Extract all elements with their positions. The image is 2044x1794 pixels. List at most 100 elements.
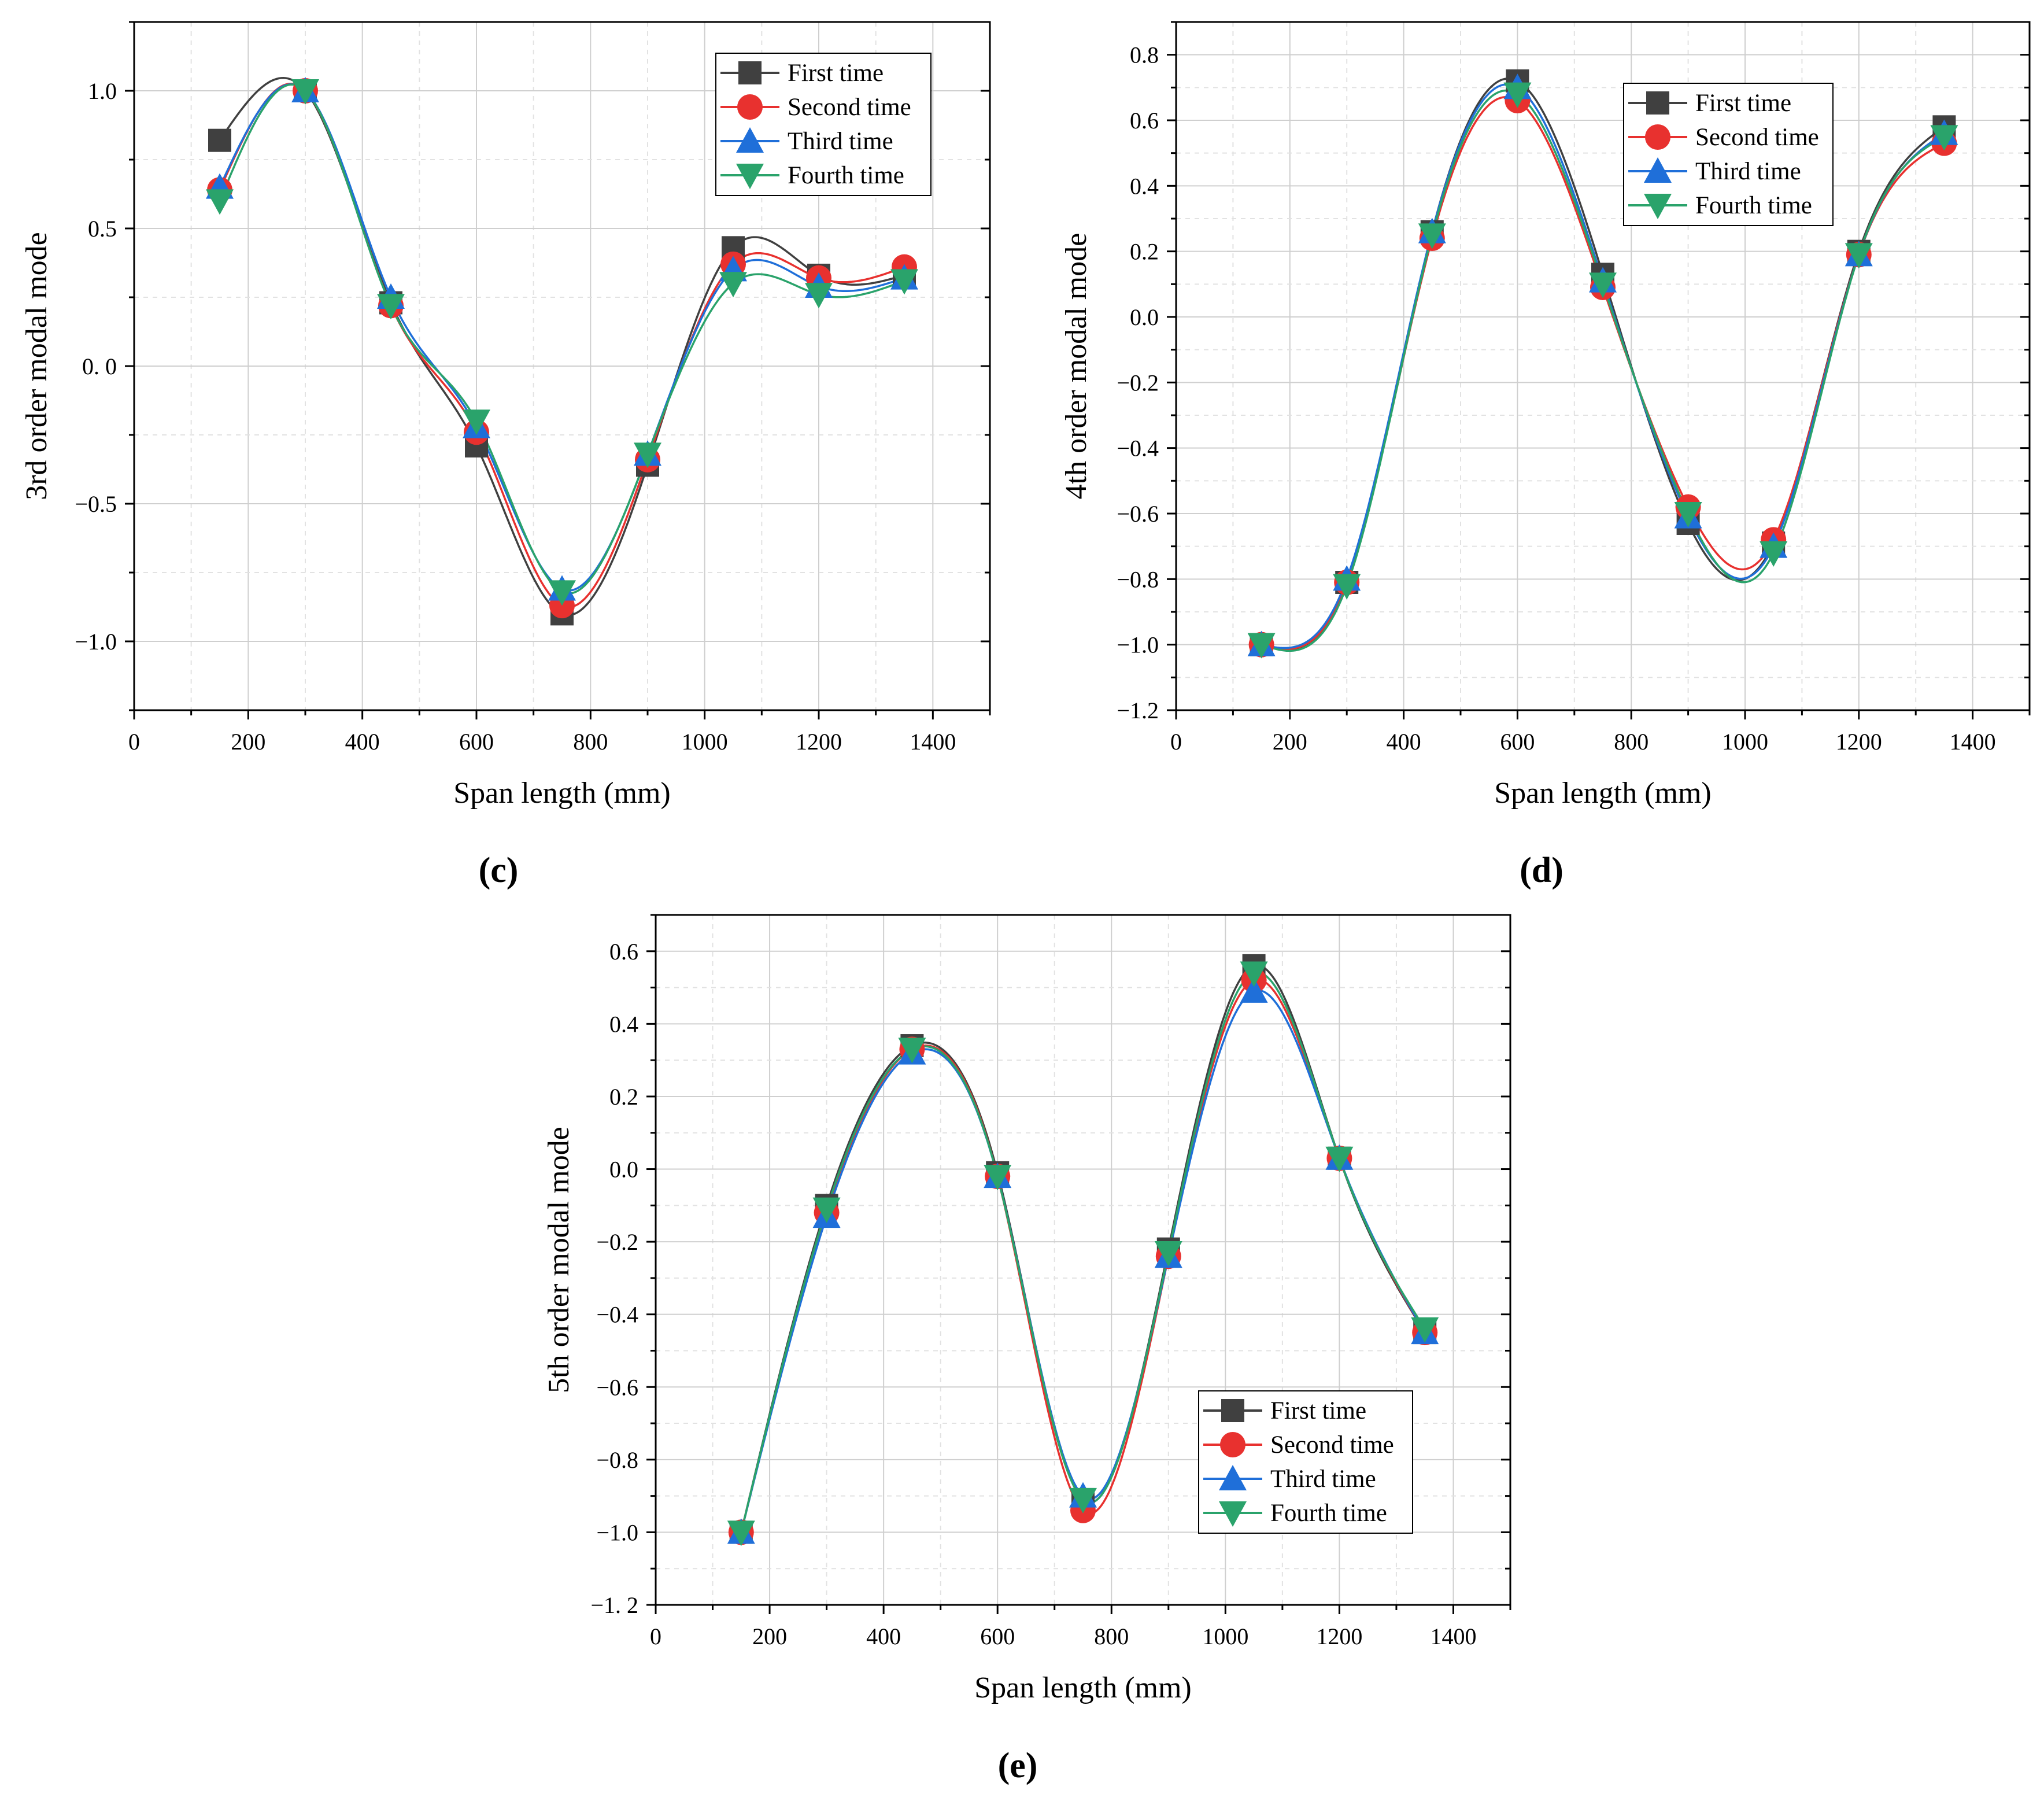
y-axis: −1. 2 −1.0 −0.8 −0.6 −0.4 −0.2 0.0 0.2 0.4 0.6 xyxy=(590,914,1510,1618)
legend-item: Third time xyxy=(1203,1465,1376,1493)
x-tick-label: 1400 xyxy=(1950,729,1996,755)
legend-label: First time xyxy=(1695,90,1791,117)
y-tick-label: −1. 2 xyxy=(590,1592,638,1618)
data-point xyxy=(812,1197,841,1223)
x-tick-label: 0 xyxy=(1170,729,1182,755)
y-tick-label: −0.2 xyxy=(1117,370,1159,396)
y-axis-title: 4th order modal mode xyxy=(1060,233,1093,500)
legend-item: Second time xyxy=(1203,1431,1394,1459)
legend-marker xyxy=(1646,91,1669,115)
chart-panel-2: 0 200 400 600 800 1000 1200 1400 −1.2 −1.0 −0.8 −0.… xyxy=(1060,21,2031,890)
data-point xyxy=(1240,961,1268,987)
panel-label: (c) xyxy=(479,851,519,890)
x-tick-label: 0 xyxy=(128,729,140,755)
data-point xyxy=(805,283,833,309)
legend-label: Second time xyxy=(1270,1431,1394,1459)
y-tick-label: 0.2 xyxy=(609,1084,638,1110)
series-markers-fourth-time xyxy=(1247,82,1958,659)
y-axis-title: 5th order modal mode xyxy=(542,1127,575,1393)
data-point xyxy=(898,1038,926,1064)
legend-item: Second time xyxy=(1628,124,1819,151)
x-tick-label: 800 xyxy=(1094,1623,1129,1649)
y-tick-label: 0.6 xyxy=(1130,108,1159,134)
legend-marker xyxy=(1644,194,1672,219)
series-markers-first-time xyxy=(1250,69,1956,656)
legend-item: Second time xyxy=(720,94,911,121)
data-point xyxy=(1589,272,1617,298)
y-tick-label: 1.0 xyxy=(88,78,117,104)
y-tick-label: −1.2 xyxy=(1117,697,1159,723)
data-point xyxy=(1760,541,1788,567)
legend-marker xyxy=(1645,124,1670,150)
x-tick-label: 1400 xyxy=(910,729,956,755)
data-point xyxy=(984,1165,1012,1191)
x-tick-label: 200 xyxy=(752,1623,787,1649)
legend-item: First time xyxy=(720,60,884,87)
x-tick-label: 200 xyxy=(231,729,265,755)
data-point xyxy=(1503,82,1532,108)
x-tick-label: 1000 xyxy=(1722,729,1768,755)
y-tick-label: −0.8 xyxy=(1117,566,1159,592)
series-curves xyxy=(1247,69,1958,659)
legend-marker xyxy=(1221,1399,1244,1422)
y-tick-label: −0.5 xyxy=(75,491,117,517)
legend-label: Fourth time xyxy=(1270,1500,1387,1527)
legend: First time Second time Third time Fourth ti… xyxy=(1198,1390,1413,1534)
legend-item: First time xyxy=(1628,90,1791,117)
series-markers-third-time xyxy=(1247,73,1958,656)
grid xyxy=(1176,22,2030,710)
panel-label: (d) xyxy=(1520,851,1564,890)
series-curves xyxy=(727,954,1439,1546)
series-line-second-time xyxy=(1261,96,1945,650)
x-tick-label: 200 xyxy=(1273,729,1307,755)
data-point xyxy=(1247,633,1276,659)
legend-label: First time xyxy=(1270,1397,1366,1424)
data-point xyxy=(719,272,747,298)
series-markers-fourth-time xyxy=(206,79,918,606)
data-point xyxy=(208,128,231,152)
data-point xyxy=(291,79,319,105)
legend-label: Fourth time xyxy=(788,162,904,189)
x-tick-label: 400 xyxy=(866,1623,901,1649)
data-point xyxy=(1325,1146,1354,1172)
x-axis: 0 200 400 600 800 1000 1200 1400 xyxy=(128,710,991,755)
legend-marker xyxy=(737,94,763,120)
series-curves xyxy=(206,77,918,626)
data-point xyxy=(206,189,234,215)
data-point xyxy=(727,1520,755,1546)
data-point xyxy=(1418,223,1446,249)
data-point xyxy=(463,409,490,435)
y-tick-label: −0.4 xyxy=(596,1302,638,1328)
legend-label: Fourth time xyxy=(1695,192,1812,219)
legend-marker xyxy=(1644,157,1672,183)
series-line-fourth-time xyxy=(1261,89,1945,652)
x-tick-label: 400 xyxy=(1387,729,1421,755)
y-tick-label: 0. 0 xyxy=(82,353,117,379)
x-axis-title: Span length (mm) xyxy=(974,1671,1192,1704)
legend-item: Fourth time xyxy=(1203,1500,1387,1527)
y-tick-label: −0.4 xyxy=(1117,435,1159,462)
y-tick-label: 0.2 xyxy=(1130,239,1159,265)
chart-panel-3: 0 200 400 600 800 1000 1200 1400 −1. 2 −1.0 −0.8 −0… xyxy=(542,914,1511,1785)
series-line-first-time xyxy=(1261,77,1945,651)
x-tick-label: 800 xyxy=(573,729,608,755)
x-tick-label: 600 xyxy=(980,1623,1015,1649)
x-axis-title: Span length (mm) xyxy=(453,777,671,810)
legend-label: Second time xyxy=(1695,124,1819,151)
legend-label: Second time xyxy=(788,94,911,121)
data-point xyxy=(1845,243,1873,269)
x-tick-label: 0 xyxy=(650,1623,661,1649)
legend-label: Third time xyxy=(1695,158,1801,185)
data-point xyxy=(634,442,661,468)
data-point xyxy=(1411,1317,1439,1343)
grid xyxy=(656,915,1510,1605)
y-tick-label: −0.6 xyxy=(1117,501,1159,527)
legend-item: Third time xyxy=(720,127,893,155)
legend-marker xyxy=(1219,1501,1247,1527)
x-tick-label: 400 xyxy=(345,729,380,755)
data-point xyxy=(1674,502,1702,527)
x-tick-label: 800 xyxy=(1614,729,1648,755)
data-point xyxy=(1333,574,1361,600)
legend-marker xyxy=(1220,1432,1245,1457)
legend-label: Third time xyxy=(1270,1466,1376,1493)
